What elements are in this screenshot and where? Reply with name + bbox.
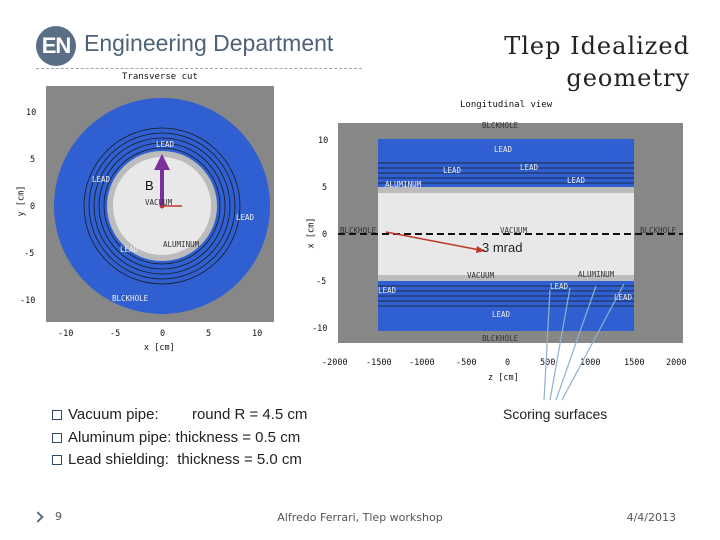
t-label-lead-right: LEAD	[236, 213, 255, 222]
longitudinal-plot-svg	[338, 139, 683, 331]
t-xtick: 5	[206, 329, 212, 339]
scoring-surfaces-label: Scoring surfaces	[503, 406, 608, 422]
bullet-text: Vacuum pipe: round R = 4.5 cm	[68, 406, 308, 423]
t-xtick: 0	[160, 329, 166, 339]
l-label-vacuum-low: VACUUM	[467, 271, 495, 280]
l-xtick: -500	[456, 358, 477, 368]
title-line-2: geometry	[566, 64, 690, 92]
l-xtick: -2000	[322, 358, 348, 368]
lead-top-lines	[378, 162, 634, 184]
bullet-text: Aluminum pipe: thickness = 0.5 cm	[68, 429, 301, 446]
longitudinal-plot	[338, 123, 683, 343]
field-label: B	[145, 178, 154, 193]
l-label-lead: LEAD	[550, 282, 569, 291]
t-label-lead-lower: LEAD	[120, 245, 139, 254]
t-label-blackhole: BLCKHOLE	[112, 294, 149, 303]
t-xtick: -10	[58, 329, 74, 339]
beam-trajectory-head	[476, 246, 485, 253]
l-label-lead: LEAD	[492, 310, 511, 319]
t-ytick: -10	[20, 296, 36, 306]
l-label-aluminum-low: ALUMINUM	[578, 270, 615, 279]
scoring-pointer-lines	[543, 283, 625, 401]
department-name: Engineering Department	[84, 30, 334, 56]
l-ytick: 0	[322, 230, 328, 240]
page-number: 9	[55, 510, 62, 523]
l-xtick: 2000	[666, 358, 687, 368]
l-ytick: 5	[322, 183, 328, 193]
l-label-lead: LEAD	[520, 163, 539, 172]
t-label-aluminum: ALUMINUM	[163, 240, 200, 249]
t-ytick: 10	[26, 108, 37, 118]
l-ylabel: x [cm]	[306, 217, 317, 249]
l-xlabel: z [cm]	[488, 373, 519, 383]
l-label-blackhole-left: BLCKHOLE	[340, 226, 377, 235]
l-xtick: 0	[505, 358, 511, 368]
t-xtick: -5	[110, 329, 121, 339]
bullet-text: Lead shielding: thickness = 5.0 cm	[68, 451, 302, 468]
checkbox-bullet-icon	[52, 410, 62, 420]
checkbox-bullet-icon	[52, 455, 62, 465]
l-ytick: 10	[318, 136, 329, 146]
t-label-vacuum: VACUUM	[145, 198, 173, 207]
l-label-lead: LEAD	[378, 286, 397, 295]
bullet-aluminum-pipe: Aluminum pipe: thickness = 0.5 cm	[52, 429, 300, 446]
l-label-blackhole-bottom: BLCKHOLE	[482, 334, 519, 343]
l-xtick: 1000	[580, 358, 601, 368]
bullet-lead-shielding: Lead shielding: thickness = 5.0 cm	[52, 451, 302, 468]
t-xlabel: x [cm]	[144, 343, 175, 353]
bullet-vacuum-pipe: Vacuum pipe: round R = 4.5 cm	[52, 406, 307, 423]
aluminum-bottom-band	[378, 275, 634, 281]
en-logo: EN	[36, 26, 76, 66]
transverse-plot-svg	[54, 98, 270, 314]
footer-date: 4/4/2013	[626, 511, 676, 524]
t-xtick: 10	[252, 329, 263, 339]
transverse-plot-title: Transverse cut	[122, 72, 198, 82]
t-label-lead-left: LEAD	[92, 175, 111, 184]
title-line-1: Tlep Idealized	[504, 32, 690, 60]
angle-label: 3 mrad	[482, 240, 523, 255]
t-label-lead-top: LEAD	[156, 140, 175, 149]
l-label-aluminum-top: ALUMINUM	[385, 180, 422, 189]
t-ytick: 5	[30, 155, 36, 165]
field-arrow-head	[154, 154, 170, 170]
checkbox-bullet-icon	[52, 433, 62, 443]
header-divider	[36, 68, 362, 69]
l-label-blackhole-right: BLCKHOLE	[640, 226, 677, 235]
l-label-lead: LEAD	[567, 176, 586, 185]
t-ytick: 0	[30, 202, 36, 212]
l-xtick: 1500	[624, 358, 645, 368]
footer-author: Alfredo Ferrari, Tlep workshop	[277, 511, 443, 524]
lead-layer-rings	[83, 127, 241, 285]
t-ylabel: y [cm]	[16, 185, 27, 217]
longitudinal-plot-title: Longitudinal view	[460, 100, 553, 110]
beam-trajectory	[385, 231, 486, 252]
aluminum-top-band	[378, 187, 634, 193]
transverse-plot	[46, 86, 274, 322]
l-ytick: -5	[316, 277, 327, 287]
l-label-lead: LEAD	[443, 166, 462, 175]
l-label-vacuum: VACUUM	[500, 226, 528, 235]
l-ytick: -10	[312, 324, 328, 334]
l-label-blackhole-top: BLCKHOLE	[482, 121, 519, 130]
lead-top-band	[378, 139, 634, 190]
l-xtick: -1000	[409, 358, 435, 368]
l-label-lead: LEAD	[614, 293, 633, 302]
l-xtick: -1500	[366, 358, 392, 368]
slide-title: Tlep Idealized geometry	[430, 30, 690, 94]
l-label-lead: LEAD	[494, 145, 513, 154]
t-ytick: -5	[24, 249, 35, 259]
l-xtick: 500	[540, 358, 556, 368]
